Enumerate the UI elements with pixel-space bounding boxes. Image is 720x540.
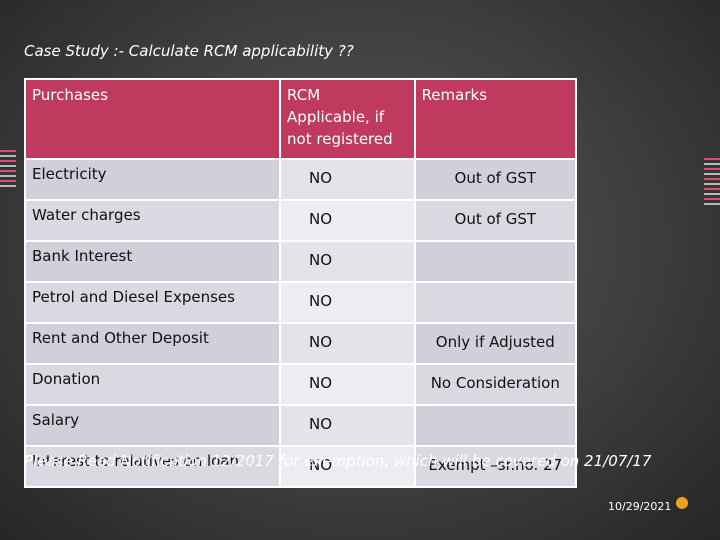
- remark-cell: [413, 404, 578, 447]
- table-row: Interest to relatives on loan NO Exempt …: [23, 445, 578, 488]
- rcm-table: Purchases RCM Applicable, if not registe…: [23, 78, 578, 488]
- purchase-cell: Interest to relatives on loan: [23, 445, 282, 488]
- orange-dot-icon: [676, 497, 688, 509]
- decor-stripes-left: [0, 150, 16, 190]
- purchase-cell: Electricity: [23, 158, 282, 201]
- rcm-cell: NO: [279, 199, 416, 242]
- purchase-cell: Salary: [23, 404, 282, 447]
- rcm-cell: NO: [279, 281, 416, 324]
- remark-cell: No Consideration: [413, 363, 578, 406]
- header-remarks: Remarks: [413, 78, 578, 160]
- table-row: Petrol and Diesel Expenses NO: [23, 281, 578, 324]
- rcm-cell: NO: [279, 322, 416, 365]
- remark-cell: Out of GST: [413, 199, 578, 242]
- table-row: Salary NO: [23, 404, 578, 447]
- remark-cell: Only if Adjusted: [413, 322, 578, 365]
- table-row: Bank Interest NO: [23, 240, 578, 283]
- rcm-cell: NO: [279, 445, 416, 488]
- slide-date: 10/29/2021: [608, 500, 672, 513]
- slide-title: Case Study :- Calculate RCM applicabilit…: [24, 42, 354, 60]
- decor-stripes-right: [704, 158, 720, 208]
- rcm-cell: NO: [279, 363, 416, 406]
- remark-cell: Out of GST: [413, 158, 578, 201]
- table-row: Electricity NO Out of GST: [23, 158, 578, 201]
- purchase-cell: Water charges: [23, 199, 282, 242]
- rcm-cell: NO: [279, 240, 416, 283]
- remark-cell: [413, 281, 578, 324]
- table-row: Rent and Other Deposit NO Only if Adjust…: [23, 322, 578, 365]
- table-row: Donation NO No Consideration: [23, 363, 578, 406]
- purchase-cell: Rent and Other Deposit: [23, 322, 282, 365]
- header-purchases: Purchases: [23, 78, 282, 160]
- purchase-cell: Bank Interest: [23, 240, 282, 283]
- header-rcm: RCM Applicable, if not registered: [279, 78, 416, 160]
- exemption-note: Please Read Notification 12/2017 for exe…: [24, 452, 652, 470]
- purchase-cell: Donation: [23, 363, 282, 406]
- rcm-cell: NO: [279, 404, 416, 447]
- table-row: Water charges NO Out of GST: [23, 199, 578, 242]
- remark-cell: Exempt –sr.no. 27: [413, 445, 578, 488]
- remark-cell: [413, 240, 578, 283]
- table-header-row: Purchases RCM Applicable, if not registe…: [23, 78, 578, 160]
- purchase-cell: Petrol and Diesel Expenses: [23, 281, 282, 324]
- rcm-cell: NO: [279, 158, 416, 201]
